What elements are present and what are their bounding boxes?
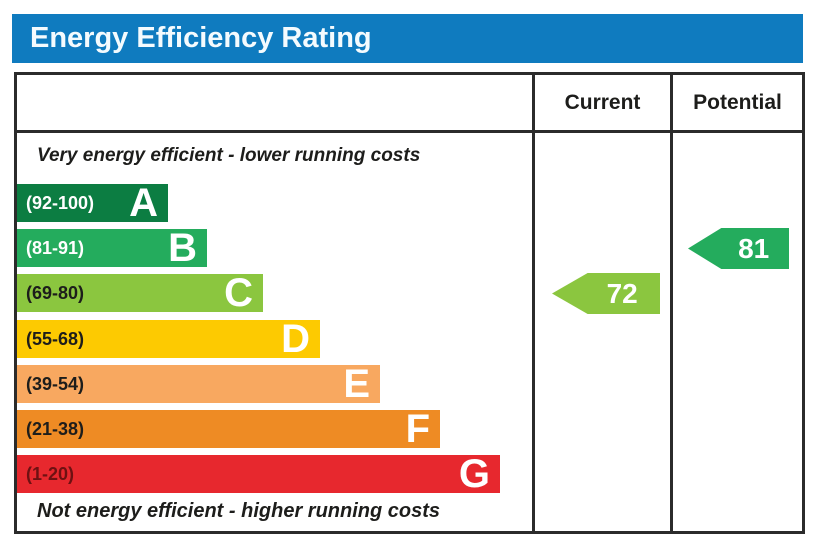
band-row-e: (39-54) E bbox=[17, 362, 380, 406]
current-rating-arrow: 72 bbox=[552, 273, 660, 314]
band-row-f: (21-38) F bbox=[17, 407, 440, 451]
current-rating-value: 72 bbox=[606, 277, 638, 309]
band-letter: G bbox=[458, 452, 490, 496]
column-header-potential: Potential bbox=[693, 90, 782, 114]
column-divider bbox=[532, 75, 535, 531]
band-range: (92-100) bbox=[26, 192, 95, 213]
bottom-note: Not energy efficient - higher running co… bbox=[37, 500, 441, 522]
band-letter: D bbox=[281, 317, 310, 361]
band-row-b: (81-91) B bbox=[17, 226, 207, 270]
band-row-c: (69-80) C bbox=[17, 271, 263, 315]
column-header-current: Current bbox=[564, 90, 641, 114]
band-row-g: (1-20) G bbox=[17, 452, 500, 496]
rating-table: Current Potential Very energy efficient … bbox=[14, 72, 805, 534]
column-divider bbox=[670, 75, 673, 531]
band-letter: A bbox=[129, 181, 158, 225]
band-letter: C bbox=[224, 271, 253, 315]
potential-rating-value: 81 bbox=[738, 232, 770, 264]
potential-rating-arrow: 81 bbox=[688, 228, 789, 269]
band-letter: B bbox=[168, 226, 197, 270]
band-letter: F bbox=[405, 407, 430, 451]
table-header-row: Current Potential bbox=[17, 75, 802, 133]
band-range: (39-54) bbox=[26, 373, 85, 394]
page-title: Energy Efficiency Rating bbox=[30, 22, 372, 54]
band-range: (81-91) bbox=[26, 237, 85, 258]
top-note: Very energy efficient - lower running co… bbox=[37, 145, 421, 166]
band-range: (1-20) bbox=[26, 463, 75, 484]
band-range: (21-38) bbox=[26, 418, 85, 439]
band-range: (69-80) bbox=[26, 282, 85, 303]
chart-title-bar: Energy Efficiency Rating bbox=[12, 14, 803, 63]
band-row-d: (55-68) D bbox=[17, 317, 320, 361]
band-letter: E bbox=[343, 362, 370, 406]
band-row-a: (92-100) A bbox=[17, 181, 168, 225]
band-range: (55-68) bbox=[26, 328, 85, 349]
